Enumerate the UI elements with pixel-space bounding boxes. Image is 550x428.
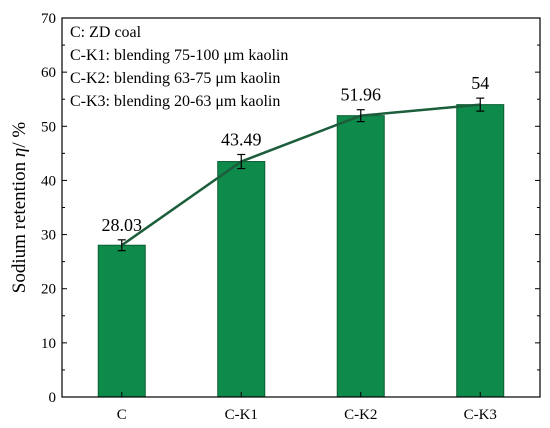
y-tick-label: 10 [41,336,56,352]
y-axis-label: Sodium retention η/ % [9,122,30,294]
trend-line-group [121,103,481,247]
error-bar-c [117,239,126,252]
x-tick-label-c-k2: C-K2 [344,407,377,423]
y-axis-title-unit: / % [9,122,30,148]
x-tick-label-c-k1: C-K1 [225,407,258,423]
y-tick-label: 70 [41,11,56,27]
y-tick-label: 50 [41,119,56,135]
y-tick-label: 30 [41,228,56,244]
x-tick-label-c: C [117,407,127,423]
value-labels-group: 28.03 43.49 51.96 54 [102,73,490,235]
y-tick-label: 0 [49,390,57,406]
trend-line [121,103,481,247]
value-label-c-k2: 51.96 [341,85,382,105]
bar-c-k2 [336,115,385,398]
error-bars-group [117,97,485,252]
annotation-line-1: C: ZD coal [70,24,142,41]
x-ticks-group: C C-K1 C-K2 C-K3 [117,392,497,423]
y-tick-label: 20 [41,282,56,298]
bar-c-k3 [456,104,505,398]
x-tick-label-c-k3: C-K3 [464,407,497,423]
y-tick-label: 60 [41,65,56,81]
error-bar-c-k1 [237,153,246,170]
bar-c [97,244,146,398]
value-label-c-k1: 43.49 [221,129,262,149]
annotation-line-2: C-K1: blending 75-100 μm kaolin [70,47,288,64]
bars-group [97,104,505,398]
value-label-c-k3: 54 [471,73,489,93]
annotation-line-4: C-K3: blending 20-63 μm kaolin [70,93,280,110]
error-bar-c-k3 [476,97,485,112]
y-axis-title-text: Sodium retention [9,157,30,293]
y-axis-title: Sodium retention η/ % [9,122,30,294]
y-tick-label: 40 [41,173,56,189]
annotations-group: C: ZD coal C-K1: blending 75-100 μm kaoli… [70,24,288,110]
bar-c-k1 [217,161,266,398]
value-label-c: 28.03 [102,215,143,235]
error-bar-c-k2 [356,109,365,123]
y-ticks-group: 0 10 20 30 40 50 60 70 [41,11,540,406]
y-axis-title-symbol: η [9,148,30,157]
annotation-line-3: C-K2: blending 63-75 μm kaolin [70,70,280,87]
